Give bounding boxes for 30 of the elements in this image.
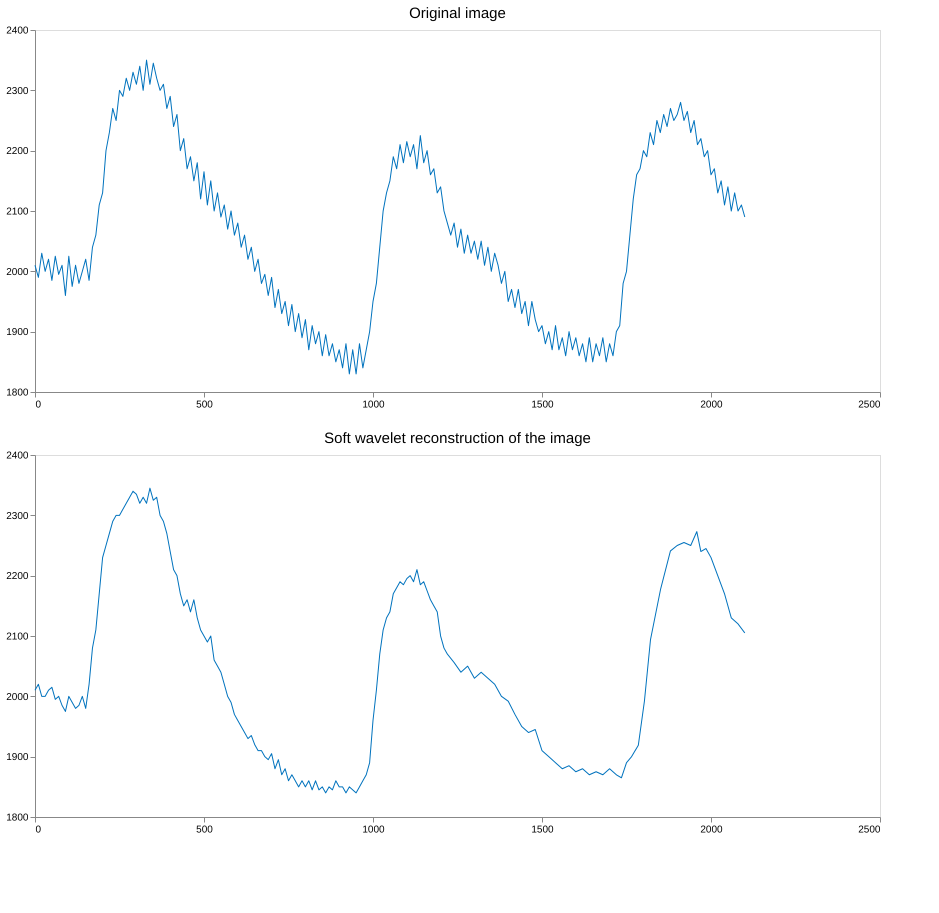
y-tick-label: 2200 bbox=[6, 571, 29, 582]
y-tick-label: 2300 bbox=[6, 86, 29, 97]
x-tick-label: 0 bbox=[36, 400, 42, 410]
y-tick-label: 1900 bbox=[6, 752, 29, 764]
y-tick-label: 2400 bbox=[6, 26, 29, 36]
y-tick-label: 2000 bbox=[6, 692, 29, 703]
x-tick-label: 1000 bbox=[362, 400, 386, 410]
x-tick-label: 1500 bbox=[531, 824, 554, 836]
x-tick-label: 1000 bbox=[362, 824, 386, 836]
y-tick-label: 2200 bbox=[6, 146, 29, 158]
y-tick-label: 2300 bbox=[6, 510, 29, 522]
line-series bbox=[34, 488, 746, 794]
y-tick-label: 1900 bbox=[6, 327, 29, 338]
y-tick-label: 1800 bbox=[6, 388, 29, 398]
y-tick-label: 2400 bbox=[6, 450, 29, 462]
x-tick-label: 2500 bbox=[858, 824, 881, 836]
y-tick-label: 1800 bbox=[6, 812, 29, 824]
y-tick-label: 2100 bbox=[6, 632, 29, 642]
x-tick-label: 0 bbox=[36, 824, 42, 836]
line-series bbox=[34, 60, 746, 374]
x-tick-label: 2000 bbox=[700, 824, 724, 836]
x-tick-label: 500 bbox=[196, 400, 214, 410]
x-tick-label: 2500 bbox=[858, 400, 881, 410]
x-tick-label: 500 bbox=[196, 824, 214, 836]
chart-title: Soft wavelet reconstruction of the image bbox=[324, 430, 591, 447]
chart-title: Original image bbox=[409, 5, 506, 22]
x-tick-label: 2000 bbox=[700, 400, 724, 410]
x-tick-label: 1500 bbox=[531, 400, 554, 410]
y-tick-label: 2000 bbox=[6, 266, 29, 278]
y-tick-label: 2100 bbox=[6, 206, 29, 218]
